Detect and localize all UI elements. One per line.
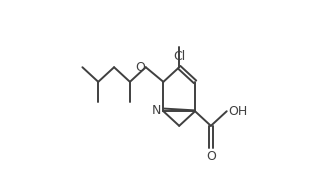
Text: Cl: Cl bbox=[173, 50, 185, 63]
Text: O: O bbox=[206, 150, 216, 163]
Text: N: N bbox=[151, 104, 161, 117]
Text: OH: OH bbox=[228, 105, 248, 118]
Text: O: O bbox=[135, 61, 145, 74]
